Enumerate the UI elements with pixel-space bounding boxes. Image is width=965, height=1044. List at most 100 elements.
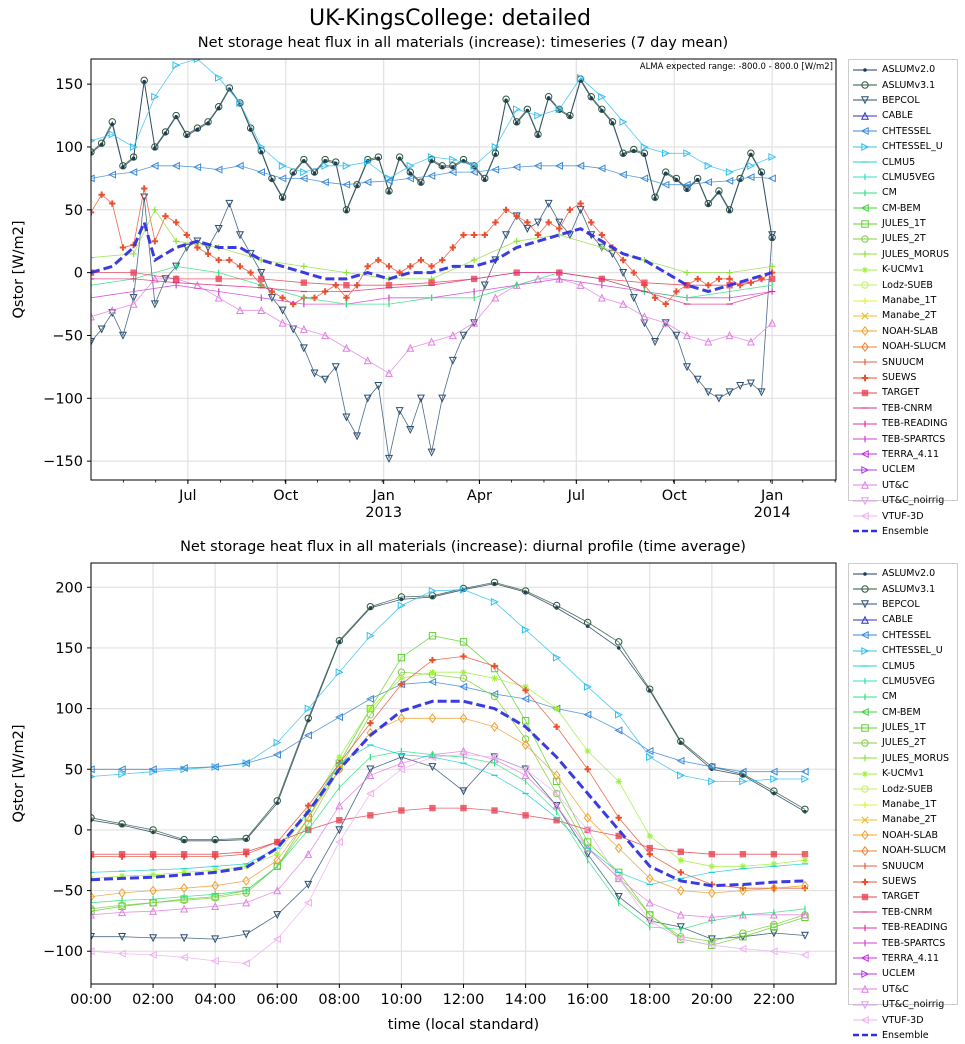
bottom-point-SUEWS xyxy=(615,814,622,821)
bottom-point-ASLUMv3.1 xyxy=(615,638,623,646)
bottom-point-UT&C xyxy=(335,801,344,810)
bottom-point-CHTESSEL_U xyxy=(615,710,624,719)
top-legend-item: NOAH-SLUCM xyxy=(852,339,954,354)
bottom-legend-label: TERRA_4.11 xyxy=(882,952,940,964)
bottom-x-tick-label: 08:00 xyxy=(318,992,360,1008)
top-point-BEPCOL xyxy=(746,379,755,388)
bottom-point-K-UCMv1 xyxy=(801,857,809,864)
top-point-ASLUMv2.0 xyxy=(184,133,189,138)
bottom-y-tick-label: −100 xyxy=(43,944,83,960)
top-point-SUEWS xyxy=(630,269,637,276)
top-point-UT&C xyxy=(129,299,138,308)
bottom-point-CHTESSEL xyxy=(91,765,95,774)
top-point-BEPCOL xyxy=(395,407,404,416)
top-series-line-CHTESSEL xyxy=(91,165,773,186)
top-point-SUEWS xyxy=(290,300,297,308)
bottom-point-CHTESSEL xyxy=(272,750,281,759)
bottom-legend-swatch xyxy=(853,969,877,978)
bottom-legend-label: CLMU5VEG xyxy=(882,675,935,687)
top-point-ASLUMv2.0 xyxy=(323,158,327,163)
bottom-point-SUEWS xyxy=(646,850,653,858)
top-point-UT&C xyxy=(768,318,777,327)
top-point-TARGET xyxy=(385,282,393,289)
bottom-point-NOAH-SLAB xyxy=(614,843,623,854)
bottom-legend-marker xyxy=(861,969,870,978)
top-point-SUEWS xyxy=(481,231,488,239)
bottom-legend-swatch xyxy=(853,693,877,701)
bottom-point-TARGET xyxy=(708,850,716,858)
top-point-SUEWS xyxy=(396,269,403,276)
top-range-annotation: ALMA expected range: -800.0 - 800.0 [W/m… xyxy=(640,62,833,72)
top-point-CHTESSEL_U xyxy=(683,149,692,158)
bottom-point-JULES_1T xyxy=(428,632,437,640)
bottom-point-UT&C xyxy=(149,906,158,915)
bottom-chart-title: Net storage heat flux in all materials (… xyxy=(180,539,746,555)
top-legend-swatch xyxy=(853,530,877,533)
bottom-point-NOAH-SLAB xyxy=(242,875,251,886)
top-point-BEPCOL xyxy=(533,218,543,227)
bottom-point-CHTESSEL_U xyxy=(708,777,717,786)
top-y-tick-label: 50 xyxy=(65,203,83,219)
top-point-BEPCOL xyxy=(91,338,96,347)
top-point-SUEWS xyxy=(534,231,542,239)
bottom-point-UT&C xyxy=(304,849,313,858)
bottom-point-CHTESSEL_U xyxy=(552,653,561,662)
top-legend-item: CM xyxy=(852,185,954,200)
top-point-ASLUMv3.1 xyxy=(693,174,702,183)
top-point-ASLUMv2.0 xyxy=(621,152,625,157)
top-point-BEPCOL xyxy=(544,199,553,208)
top-point-SUEWS xyxy=(566,206,574,214)
top-point-ASLUMv3.1 xyxy=(321,155,329,164)
bottom-point-TARGET xyxy=(91,850,95,858)
top-point-SUEWS xyxy=(524,219,531,226)
bottom-legend-swatch xyxy=(853,785,877,793)
bottom-series-line-CM xyxy=(91,750,806,930)
bottom-series-line-JULES_1T xyxy=(91,635,806,946)
top-point-ASLUMv3.1 xyxy=(608,118,617,126)
bottom-legend-swatch xyxy=(853,911,877,913)
bottom-legend-label: ASLUMv3.1 xyxy=(882,583,936,595)
bottom-legend-item: JULES_2T xyxy=(852,735,954,750)
top-point-CHTESSEL xyxy=(746,173,755,182)
top-point-BEPCOL xyxy=(321,375,330,384)
top-legend-marker xyxy=(861,235,869,243)
top-legend-label: CM-BEM xyxy=(882,202,921,214)
bottom-point-BEPCOL xyxy=(304,880,313,889)
top-point-CHTESSEL xyxy=(107,170,116,179)
top-point-TARGET xyxy=(428,279,435,286)
top-point-ASLUMv2.0 xyxy=(600,108,604,113)
bottom-legend-marker xyxy=(861,770,869,777)
bottom-point-TARGET xyxy=(553,817,560,824)
top-point-ASLUMv2.0 xyxy=(408,171,413,176)
top-point-BEPCOL xyxy=(629,294,638,303)
bottom-point-NOAH-SLAB xyxy=(335,764,344,775)
top-point-CHTESSEL_U xyxy=(619,117,628,126)
bottom-point-CHTESSEL xyxy=(303,731,312,740)
top-point-CHTESSEL xyxy=(214,165,223,174)
bottom-series-line-CHTESSEL xyxy=(91,681,805,773)
bottom-point-UT&C xyxy=(800,910,809,919)
top-point-SUEWS xyxy=(428,263,435,270)
top-point-BEPCOL xyxy=(342,413,351,422)
top-point-SUEWS xyxy=(502,206,510,214)
bottom-legend-swatch xyxy=(853,615,877,624)
top-point-BEPCOL xyxy=(619,268,628,277)
bottom-point-VTUF-3D xyxy=(521,765,530,774)
top-legend-marker xyxy=(860,496,870,505)
top-point-CHTESSEL xyxy=(554,161,563,170)
bottom-point-VTUF-3D xyxy=(335,838,344,847)
bottom-legend-marker xyxy=(861,845,869,856)
top-point-CHTESSEL xyxy=(235,161,244,170)
top-legend-item: BEPCOL xyxy=(852,93,954,108)
top-legend-label: VTUF-3D xyxy=(882,510,924,522)
top-point-CHTESSEL_U xyxy=(747,161,756,170)
bottom-y-tick-label: −50 xyxy=(52,884,83,900)
bottom-point-TARGET xyxy=(398,807,405,814)
top-legend-label: CLMU5VEG xyxy=(882,171,935,183)
top-point-ASLUMv2.0 xyxy=(440,165,445,169)
top-y-tick-label: 150 xyxy=(55,77,83,93)
top-point-ASLUMv2.0 xyxy=(312,171,317,176)
top-legend-label: NOAH-SLAB xyxy=(882,325,939,337)
bottom-legend-item: TARGET xyxy=(852,889,954,904)
bottom-legend-swatch xyxy=(853,770,877,777)
